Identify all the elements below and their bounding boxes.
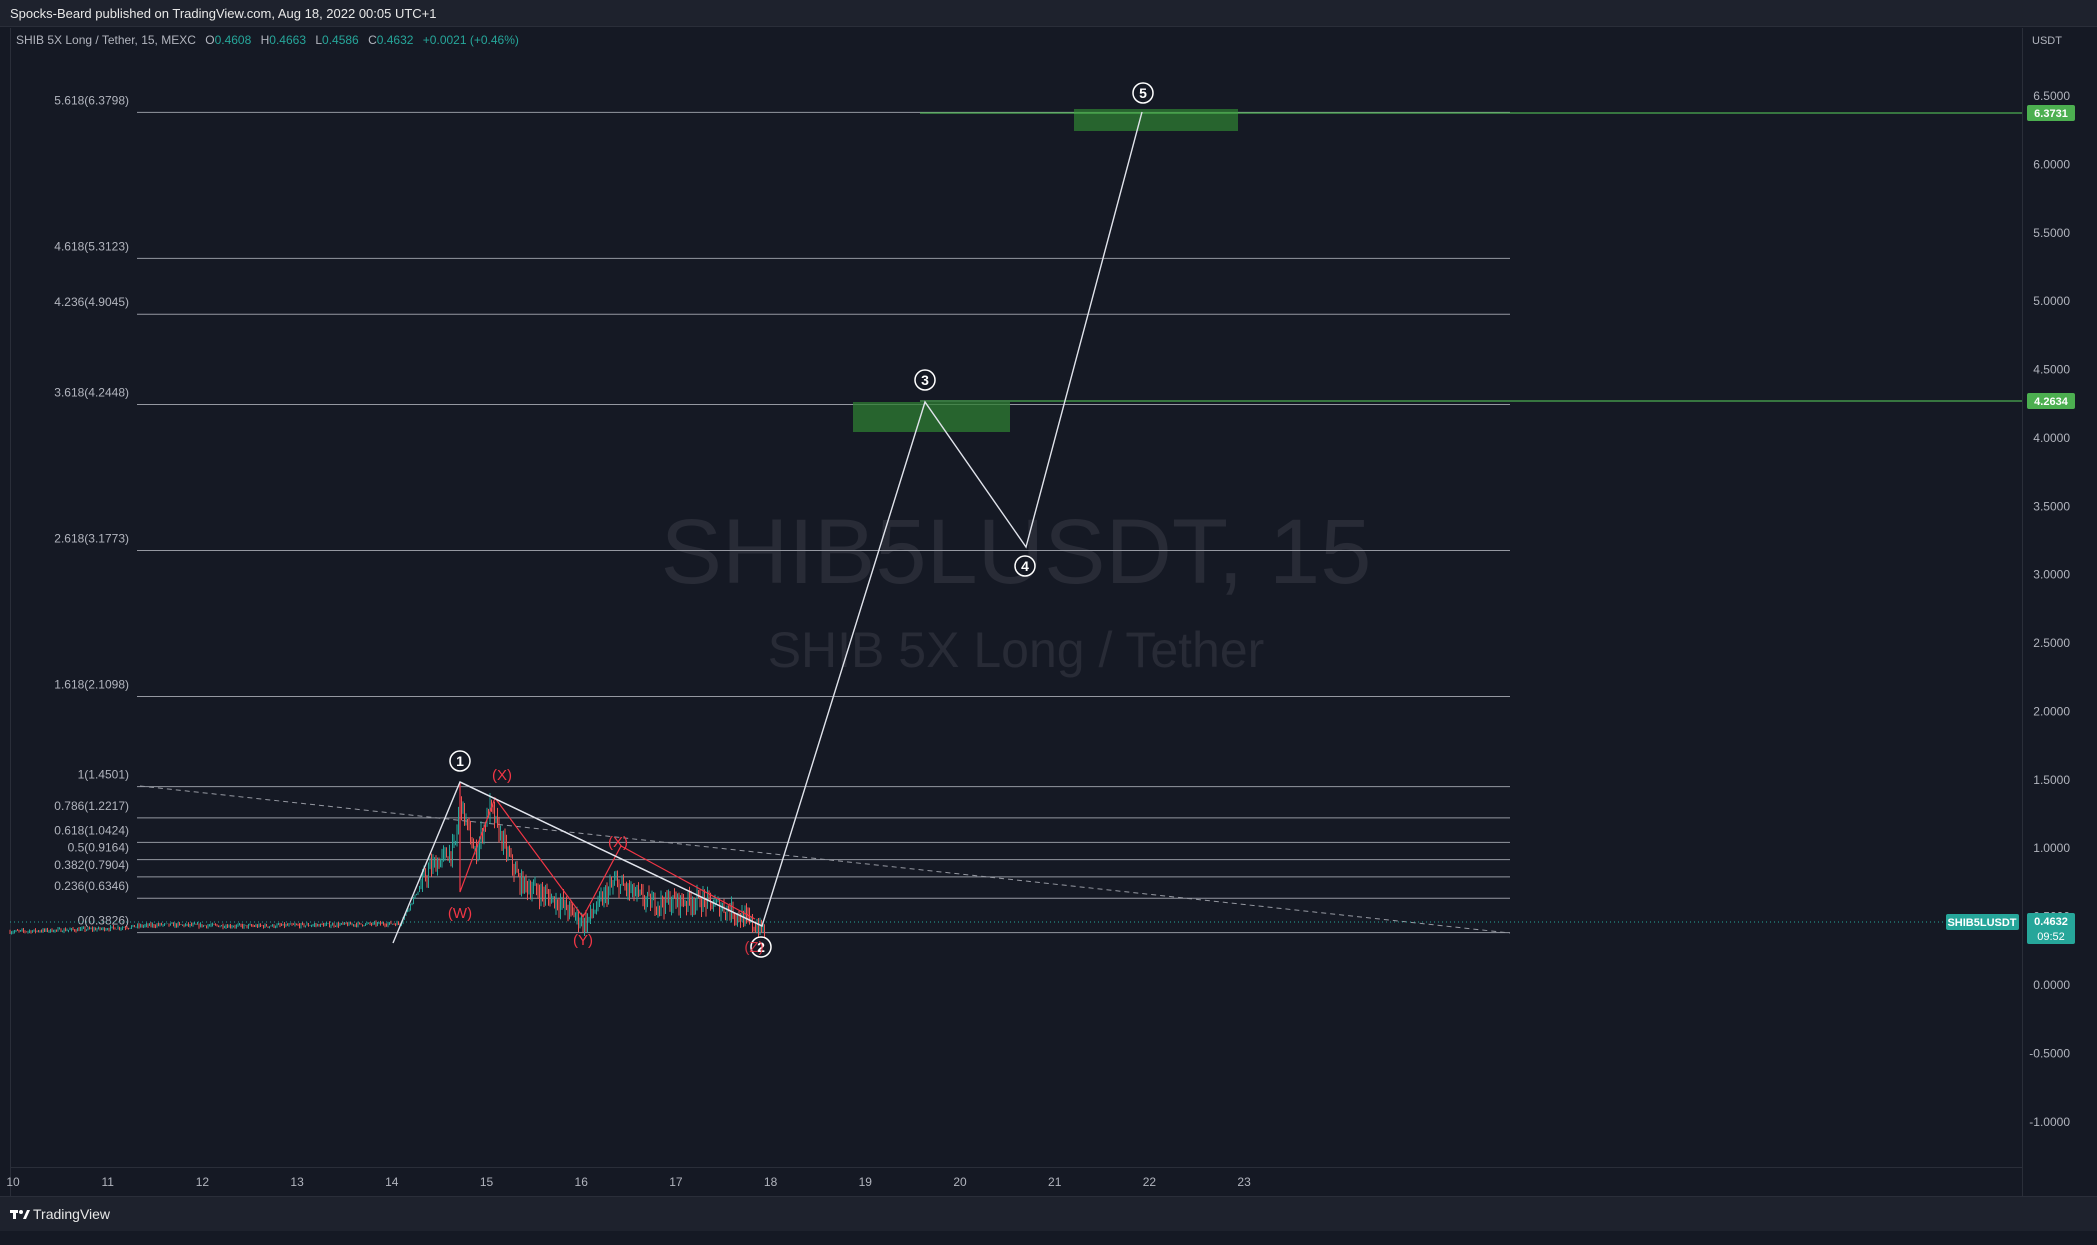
target-price-badge-top-text: 6.3731 <box>2034 108 2068 120</box>
time-tick-label: 17 <box>669 1175 683 1189</box>
legend-high-key: H <box>260 33 270 47</box>
time-tick-label: 18 <box>764 1175 778 1189</box>
fib-level-label: 0(0.3826) <box>78 914 129 928</box>
fib-level-label: 0.236(0.6346) <box>54 879 129 893</box>
fib-level-label: 4.618(5.3123) <box>54 239 129 253</box>
chart-canvas[interactable]: SHIB5LUSDT, 15 SHIB 5X Long / Tether 5.6… <box>0 0 2097 1196</box>
wave-w-label[interactable]: (W) <box>448 905 472 922</box>
time-tick-label: 22 <box>1143 1175 1157 1189</box>
fib-extension-tool[interactable]: 5.618(6.3798) 4.618(5.3123) 4.236(4.9045) 3… <box>54 93 1510 934</box>
target-zone-wave-3[interactable] <box>853 402 1010 432</box>
time-tick-label: 13 <box>290 1175 304 1189</box>
time-tick-label: 16 <box>575 1175 589 1189</box>
time-axis-separator <box>10 1167 2022 1168</box>
price-tick-label: -0.5000 <box>2029 1046 2070 1060</box>
chart-pane[interactable] <box>10 28 2021 1196</box>
wave-y-label[interactable]: (Y) <box>573 932 593 949</box>
price-tick-label: 6.5000 <box>2033 89 2070 103</box>
legend-open-key: O <box>205 33 215 47</box>
time-tick-label: 21 <box>1048 1175 1062 1189</box>
wedge-upper-line[interactable] <box>459 781 763 927</box>
price-tick-label: 6.0000 <box>2033 157 2070 171</box>
target-price-badge-top: 6.3731 <box>2027 105 2075 121</box>
time-tick-label: 10 <box>6 1175 20 1189</box>
wave-5-text: 5 <box>1139 85 1147 101</box>
price-tick-label: 2.0000 <box>2033 704 2070 718</box>
fib-level-label: 2.618(3.1773) <box>54 531 129 545</box>
wave-5-label[interactable]: 5 <box>1132 82 1154 104</box>
fib-level-label: 0.618(1.0424) <box>54 823 129 837</box>
wave-3-label[interactable]: 3 <box>914 369 936 391</box>
wave-2-label[interactable]: 2 <box>750 936 772 958</box>
price-series[interactable] <box>9 793 765 943</box>
corrective-wxyxz-path[interactable] <box>459 782 756 920</box>
price-tick-label: 0.0000 <box>2033 978 2070 992</box>
price-tick-label: 5.0000 <box>2033 294 2070 308</box>
time-tick-label: 14 <box>385 1175 399 1189</box>
time-tick-label: 15 <box>480 1175 494 1189</box>
price-tick-label: 3.5000 <box>2033 499 2070 513</box>
wave-x1-label[interactable]: (X) <box>492 767 512 784</box>
legend-close: 0.4632 <box>376 33 414 47</box>
legend-low: 0.4586 <box>322 33 359 47</box>
footer-bar: TradingView <box>0 1196 2097 1231</box>
target-zone-wave-5[interactable] <box>1074 109 1238 131</box>
price-axis-currency: USDT <box>2032 35 2062 47</box>
legend-symbol: SHIB 5X Long / Tether, 15, MEXC <box>16 33 196 47</box>
fib-level-label: 0.5(0.9164) <box>68 841 129 855</box>
symbol-badge-text: SHIB5LUSDT <box>1947 917 2016 929</box>
publisher-text: Spocks-Beard published on TradingView.co… <box>10 6 437 21</box>
wave-4-text: 4 <box>1021 558 1029 574</box>
price-tick-label: 2.5000 <box>2033 636 2070 650</box>
price-axis[interactable] <box>2022 28 2097 1196</box>
price-tick-label: 1.5000 <box>2033 773 2070 787</box>
last-price-text: 0.4632 <box>2034 916 2068 928</box>
footer-brand[interactable]: TradingView <box>33 1206 111 1222</box>
fib-level-label: 0.786(1.2217) <box>54 799 129 813</box>
time-axis-ticks: 10 11 12 13 14 15 16 17 18 19 20 21 22 23 <box>6 1175 1251 1189</box>
dashed-trendline[interactable] <box>139 785 1511 934</box>
countdown-text: 09:52 <box>2037 931 2065 943</box>
legend-open: 0.4608 <box>214 33 252 47</box>
watermark-symbol: SHIB5LUSDT, 15 <box>661 501 1372 603</box>
tradingview-logo-icon[interactable] <box>10 1197 30 1245</box>
wave-x2-label[interactable]: (X) <box>608 834 628 851</box>
time-tick-label: 12 <box>196 1175 210 1189</box>
wave-3-text: 3 <box>921 372 929 388</box>
price-tick-label: 1.0000 <box>2033 841 2070 855</box>
target-price-badge-mid: 4.2634 <box>2027 393 2075 409</box>
watermark-description: SHIB 5X Long / Tether <box>768 622 1265 678</box>
publisher-header: Spocks-Beard published on TradingView.co… <box>0 0 2097 27</box>
fib-level-label: 4.236(4.9045) <box>54 295 129 309</box>
wave-4-label[interactable]: 4 <box>1014 555 1036 577</box>
symbol-badge: SHIB5LUSDT <box>1946 914 2019 930</box>
wave-1-text: 1 <box>456 753 464 769</box>
price-axis-ticks: 6.5000 6.0000 5.5000 5.0000 4.5000 4.0000 3.50… <box>2029 89 2070 1129</box>
fib-level-label: 0.382(0.7904) <box>54 858 129 872</box>
last-price-badge: 0.4632 09:52 <box>2027 913 2075 944</box>
legend-high: 0.4663 <box>269 33 306 47</box>
price-tick-label: -1.0000 <box>2029 1115 2070 1129</box>
legend-change: +0.0021 (+0.46%) <box>422 33 519 47</box>
time-tick-label: 19 <box>859 1175 873 1189</box>
price-tick-label: 3.0000 <box>2033 568 2070 582</box>
time-tick-label: 11 <box>101 1175 114 1189</box>
target-price-badge-mid-text: 4.2634 <box>2034 396 2069 408</box>
wave-z-label[interactable]: (Z) <box>744 939 763 956</box>
symbol-legend[interactable]: SHIB 5X Long / Tether, 15, MEXC O0.4608 … <box>16 33 519 47</box>
wave-1-label[interactable]: 1 <box>449 750 471 772</box>
price-tick-label: 4.0000 <box>2033 431 2070 445</box>
price-tick-label: 4.5000 <box>2033 363 2070 377</box>
legend-low-key: L <box>315 33 323 47</box>
wave-2-text: 2 <box>757 939 765 955</box>
price-tick-label: 5.5000 <box>2033 226 2070 240</box>
fib-level-label: 1(1.4501) <box>78 768 129 782</box>
legend-close-key: C <box>368 33 377 47</box>
time-tick-label: 20 <box>953 1175 967 1189</box>
fib-level-label: 5.618(6.3798) <box>54 93 129 107</box>
fib-level-label: 1.618(2.1098) <box>54 677 129 691</box>
impulse-wave-path[interactable] <box>392 111 1143 944</box>
time-tick-label: 23 <box>1237 1175 1251 1189</box>
fib-level-label: 3.618(4.2448) <box>54 385 129 399</box>
